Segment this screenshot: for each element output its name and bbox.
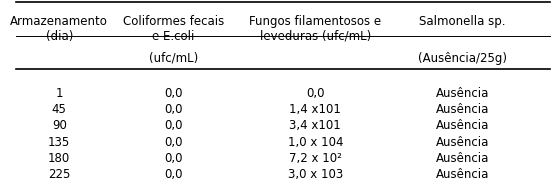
Text: 3,0 x 103: 3,0 x 103 bbox=[287, 168, 343, 180]
Text: Ausência: Ausência bbox=[436, 136, 489, 149]
Text: 7,2 x 10²: 7,2 x 10² bbox=[289, 152, 342, 165]
Text: 180: 180 bbox=[48, 152, 70, 165]
Text: 0,0: 0,0 bbox=[164, 136, 183, 149]
Text: 0,0: 0,0 bbox=[164, 168, 183, 180]
Text: 0,0: 0,0 bbox=[164, 152, 183, 165]
Text: 1: 1 bbox=[56, 87, 63, 100]
Text: 135: 135 bbox=[48, 136, 70, 149]
Text: 0,0: 0,0 bbox=[306, 87, 325, 100]
Text: 0,0: 0,0 bbox=[164, 87, 183, 100]
Text: Fungos filamentosos e
leveduras (ufc/mL): Fungos filamentosos e leveduras (ufc/mL) bbox=[249, 15, 381, 42]
Text: 1,4 x101: 1,4 x101 bbox=[289, 103, 341, 116]
Text: Coliformes fecais
e E.coli: Coliformes fecais e E.coli bbox=[123, 15, 224, 42]
Text: Ausência: Ausência bbox=[436, 120, 489, 132]
Text: 3,4 x101: 3,4 x101 bbox=[289, 120, 341, 132]
Text: (Ausência/25g): (Ausência/25g) bbox=[418, 52, 507, 65]
Text: 0,0: 0,0 bbox=[164, 120, 183, 132]
Text: Salmonella sp.: Salmonella sp. bbox=[419, 15, 506, 28]
Text: Ausência: Ausência bbox=[436, 87, 489, 100]
Text: 225: 225 bbox=[48, 168, 70, 180]
Text: Ausência: Ausência bbox=[436, 103, 489, 116]
Text: (ufc/mL): (ufc/mL) bbox=[149, 52, 198, 65]
Text: 0,0: 0,0 bbox=[164, 103, 183, 116]
Text: Ausência: Ausência bbox=[436, 168, 489, 180]
Text: 45: 45 bbox=[52, 103, 67, 116]
Text: Ausência: Ausência bbox=[436, 152, 489, 165]
Text: 90: 90 bbox=[52, 120, 67, 132]
Text: 1,0 x 104: 1,0 x 104 bbox=[287, 136, 343, 149]
Text: Armazenamento
(dia): Armazenamento (dia) bbox=[11, 15, 108, 42]
